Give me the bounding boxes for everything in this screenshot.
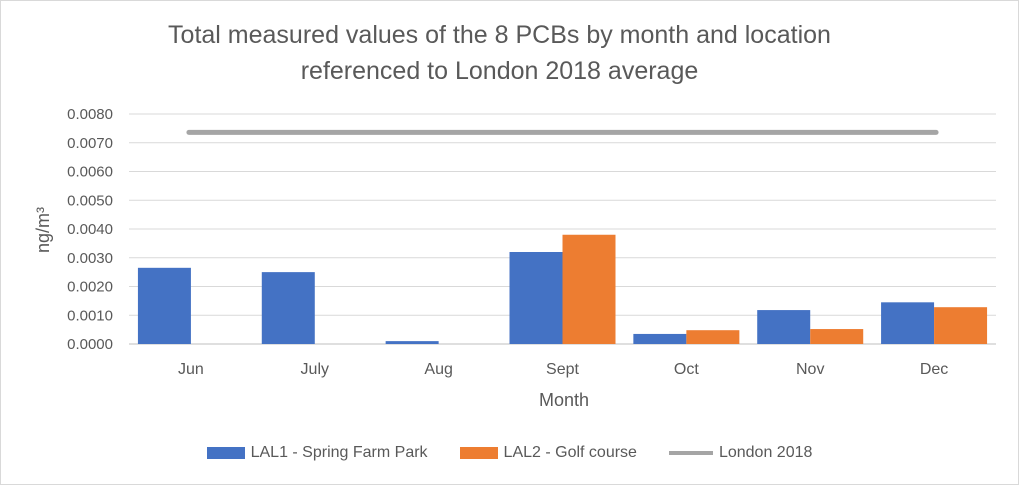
bar-2-oct (686, 330, 740, 344)
y-tick-label: 0.0030 (67, 250, 113, 267)
legend-item-series-2: LAL2 - Golf course (459, 444, 637, 462)
x-tick-label: Sept (546, 361, 579, 378)
bar-1-jun (137, 267, 191, 344)
legend-label-series-1: LAL1 - Spring Farm Park (250, 444, 428, 461)
y-tick-label: 0.0060 (67, 164, 113, 181)
x-tick-label: Aug (424, 361, 452, 378)
bar-2-dec (934, 307, 988, 344)
chart-title-line1: Total measured values of the 8 PCBs by m… (168, 21, 831, 49)
legend-item-series-1: LAL1 - Spring Farm Park (206, 444, 428, 462)
bar-2-sept (562, 234, 616, 344)
legend-item-reference: London 2018 (668, 444, 813, 462)
x-axis-title: Month (539, 390, 589, 410)
legend-label-reference: London 2018 (718, 444, 813, 461)
bar-2-nov (810, 329, 864, 344)
x-tick-label: Dec (920, 361, 948, 378)
legend-label-series-2: LAL2 - Golf course (503, 444, 637, 461)
bar-1-dec (881, 302, 935, 344)
y-tick-label: 0.0050 (67, 192, 113, 209)
x-tick-label: Jun (178, 361, 204, 378)
bar-1-july (261, 272, 315, 344)
bar-1-sept (509, 252, 563, 344)
bar-1-nov (757, 310, 811, 344)
bar-1-oct (633, 333, 687, 344)
y-tick-label: 0.0010 (67, 307, 113, 324)
y-tick-label: 0.0070 (67, 135, 113, 152)
x-tick-label: Nov (796, 361, 824, 378)
legend: LAL1 - Spring Farm Park LAL2 - Golf cour… (1, 444, 1018, 462)
bars (137, 234, 988, 344)
y-tick-label: 0.0000 (67, 336, 113, 353)
legend-swatch-reference (668, 451, 713, 455)
y-tick-label: 0.0020 (67, 279, 113, 296)
x-tick-label: July (301, 361, 329, 378)
x-tick-label: Oct (674, 361, 699, 378)
legend-swatch-series-2 (459, 447, 498, 459)
chart-title-line2: referenced to London 2018 average (300, 57, 699, 85)
ticks: 0.0000 0.0010 0.0020 0.0030 0.0040 0.0050 0.00… (67, 106, 948, 378)
y-tick-label: 0.0080 (67, 106, 113, 123)
y-tick-label: 0.0040 (67, 221, 113, 238)
y-axis-title: ng/m³ (33, 207, 53, 253)
legend-swatch-series-1 (206, 447, 245, 459)
bar-1-aug (385, 341, 439, 344)
